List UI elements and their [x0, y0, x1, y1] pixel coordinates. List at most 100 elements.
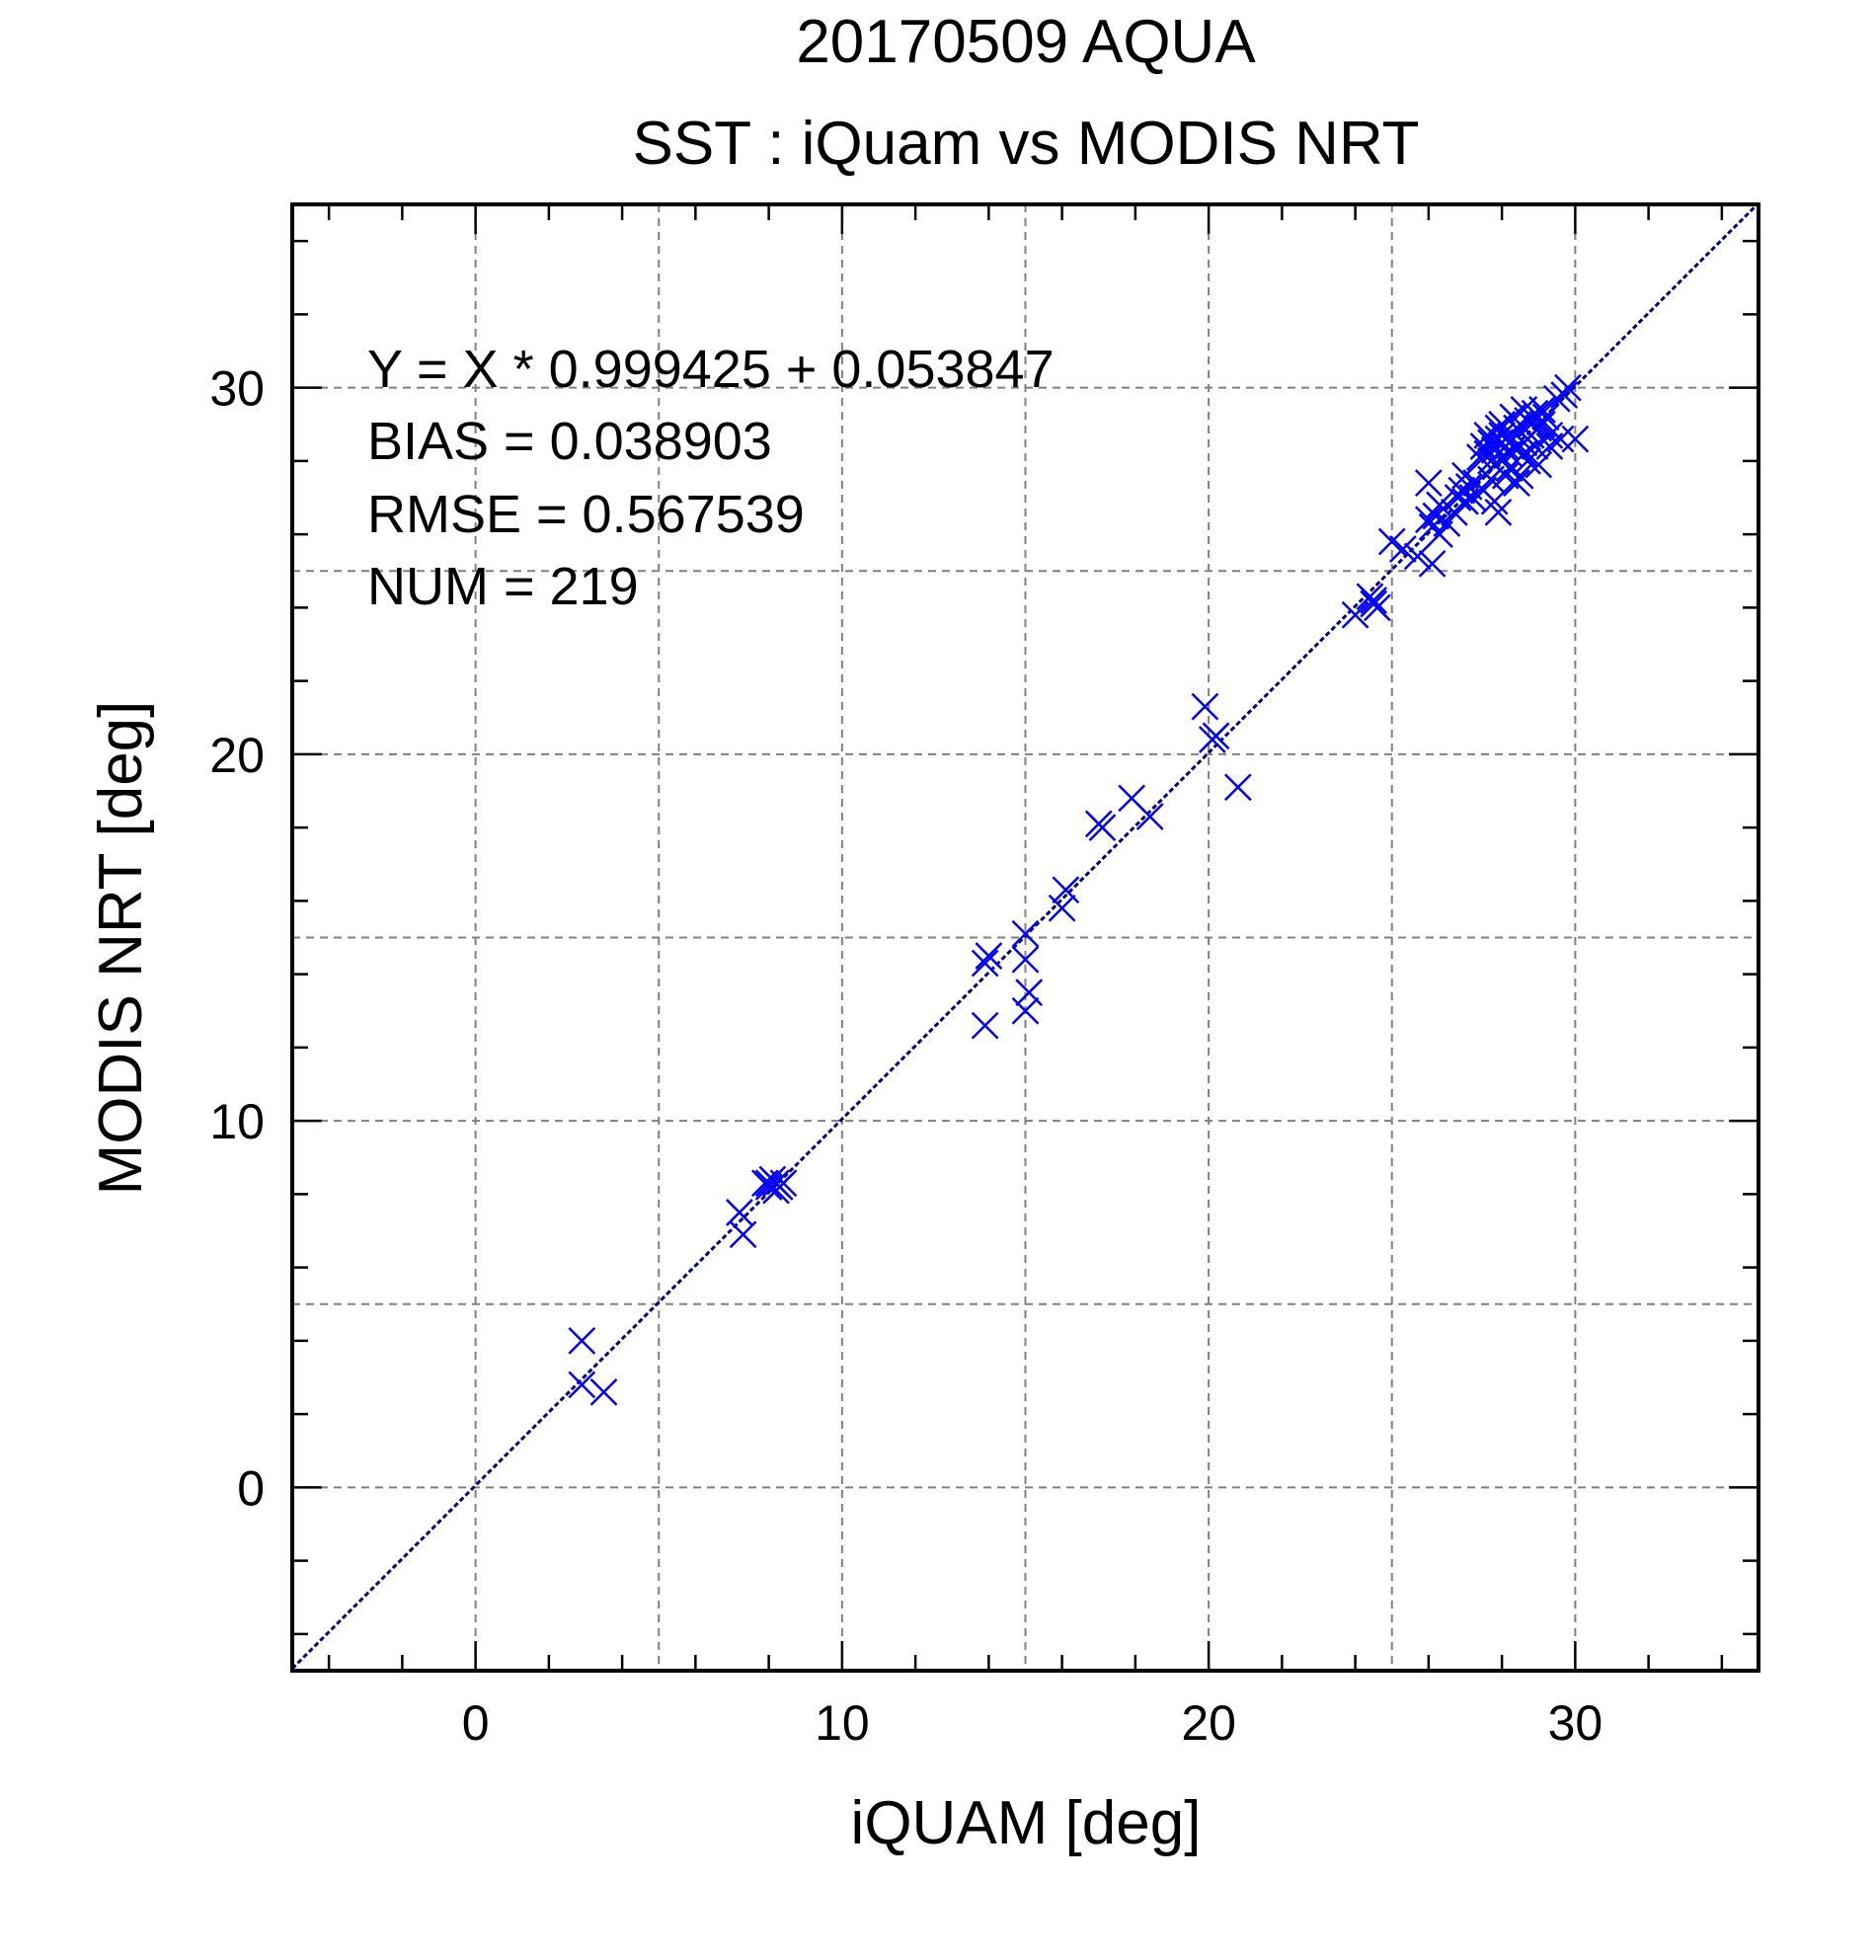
- data-point: [1403, 542, 1432, 571]
- data-point: [1389, 535, 1417, 563]
- data-point-stroke: [1191, 692, 1219, 721]
- data-point: [1484, 414, 1513, 442]
- data-point-stroke: [1414, 469, 1443, 498]
- data-point-stroke: [1561, 425, 1590, 453]
- data-point: [1469, 432, 1498, 460]
- data-point: [1484, 498, 1513, 526]
- data-point-stroke: [971, 949, 999, 978]
- stats-num: NUM = 219: [367, 557, 639, 616]
- data-point-stroke: [1514, 446, 1541, 475]
- x-tick-label: 10: [815, 1695, 870, 1751]
- data-point: [1011, 996, 1040, 1025]
- fit-line-layer: [290, 201, 1760, 1670]
- data-point: [568, 1371, 596, 1399]
- y-axis-label: MODIS NRT [deg]: [87, 701, 155, 1196]
- data-point: [1048, 894, 1076, 922]
- stats-bias: BIAS = 0.038903: [367, 412, 772, 471]
- data-point-stroke: [1451, 461, 1479, 490]
- data-point: [1011, 945, 1040, 974]
- data-point: [589, 1377, 618, 1406]
- data-point-stroke: [1223, 773, 1252, 802]
- x-tick-label: 30: [1548, 1695, 1603, 1751]
- data-point: [1341, 600, 1369, 629]
- data-point-stroke: [1364, 593, 1391, 622]
- data-point-stroke: [1484, 414, 1513, 442]
- data-point-stroke: [1535, 422, 1564, 449]
- data-point: [1198, 726, 1226, 753]
- data-point: [1223, 773, 1252, 802]
- data-point-stroke: [1377, 527, 1406, 556]
- data-point: [1426, 491, 1453, 519]
- data-point-stroke: [1011, 945, 1040, 974]
- data-point: [568, 1326, 596, 1355]
- x-tick-label: 0: [462, 1695, 490, 1751]
- data-point: [971, 1011, 999, 1040]
- data-point: [1135, 803, 1164, 830]
- data-point-stroke: [1469, 432, 1498, 460]
- data-point-stroke: [1554, 373, 1582, 402]
- y-tick-label: 10: [209, 1094, 265, 1149]
- y-tick-label: 20: [209, 728, 265, 783]
- data-point-stroke: [729, 1220, 757, 1249]
- fit-line: [290, 201, 1760, 1670]
- data-point: [1488, 422, 1517, 449]
- y-tick-label: 0: [237, 1460, 265, 1516]
- data-point-stroke: [1491, 461, 1520, 490]
- x-tick-label: 20: [1181, 1695, 1236, 1751]
- data-point: [1550, 381, 1579, 409]
- x-axis-label: iQUAM [deg]: [851, 1789, 1202, 1857]
- data-point-stroke: [1360, 587, 1388, 614]
- data-point: [1052, 876, 1080, 904]
- stats-equation: Y = X * 0.999425 + 0.053847: [367, 340, 1055, 399]
- data-point-stroke: [1015, 979, 1044, 1007]
- data-point: [1360, 587, 1388, 614]
- data-point-stroke: [1506, 461, 1534, 490]
- data-point: [1491, 461, 1520, 490]
- data-point-stroke: [754, 1169, 783, 1198]
- data-point-stroke: [1531, 403, 1560, 431]
- axis-ticks: 0 10 20 30 0 10 20 30: [209, 204, 1759, 1751]
- data-point-stroke: [1052, 876, 1080, 904]
- chart-subtitle: SST : iQuam vs MODIS NRT: [633, 110, 1420, 178]
- data-point: [1561, 425, 1590, 453]
- data-point-stroke: [1528, 410, 1556, 438]
- data-point: [1011, 919, 1040, 948]
- data-point: [754, 1169, 783, 1198]
- data-point-stroke: [1521, 399, 1549, 428]
- data-point: [1015, 979, 1044, 1007]
- data-point: [1514, 446, 1541, 475]
- data-point-stroke: [1528, 396, 1556, 424]
- chart-title: 20170509 AQUA: [796, 8, 1256, 76]
- data-point-stroke: [1524, 450, 1553, 479]
- data-point-stroke: [1011, 919, 1040, 948]
- data-point: [1554, 373, 1582, 402]
- data-point-stroke: [1403, 542, 1432, 571]
- data-point: [975, 942, 1003, 970]
- data-point-stroke: [1088, 814, 1117, 842]
- data-point-stroke: [568, 1371, 596, 1399]
- data-point: [729, 1220, 757, 1249]
- data-point: [1191, 692, 1219, 721]
- data-point-stroke: [1488, 422, 1517, 449]
- y-tick-label: 30: [209, 361, 265, 417]
- data-point-stroke: [1011, 996, 1040, 1025]
- data-point-stroke: [1426, 491, 1453, 519]
- data-point: [1531, 403, 1560, 431]
- data-point: [1414, 506, 1443, 534]
- data-point-stroke: [1414, 506, 1443, 534]
- data-point-stroke: [1488, 443, 1517, 472]
- data-point-stroke: [1454, 472, 1483, 501]
- data-point-stroke: [971, 1011, 999, 1040]
- data-point-stroke: [1135, 803, 1164, 830]
- plot-border: [290, 202, 1760, 1673]
- data-point-stroke: [1546, 425, 1575, 453]
- data-point: [971, 949, 999, 978]
- data-point: [1088, 814, 1117, 842]
- data-point-stroke: [1422, 502, 1450, 530]
- data-point-stroke: [1118, 784, 1146, 813]
- plot-frame: [290, 202, 1760, 1673]
- data-point-stroke: [1550, 381, 1579, 409]
- data-point-stroke: [1418, 549, 1446, 578]
